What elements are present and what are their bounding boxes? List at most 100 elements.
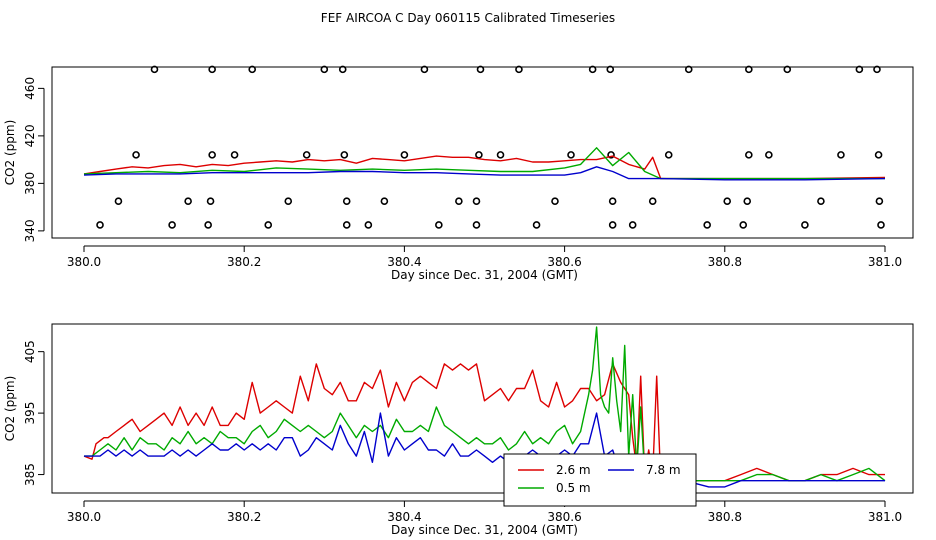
top-x-axis: 380.0 380.2 380.4 380.6 380.8 381.0 (67, 245, 902, 269)
x-tick-label: 380.6 (547, 255, 581, 269)
x-tick-label: 380.2 (227, 510, 261, 524)
calibration-point (380, 197, 389, 205)
calibration-point (364, 221, 373, 229)
calibration-point (532, 221, 541, 229)
calibration-point (817, 197, 825, 205)
calibration-point (551, 197, 559, 205)
calibration-point (400, 151, 409, 159)
calibration-point (877, 221, 885, 229)
top-y-axis: 340 380 420 460 (23, 77, 45, 242)
calibration-point (204, 221, 212, 229)
x-tick-label: 380.4 (387, 510, 421, 524)
bottom-plot-frame (51, 323, 914, 494)
x-tick-label: 381.0 (868, 255, 902, 269)
legend-label: 7.8 m (646, 463, 681, 477)
series-line-0-5-m (83, 147, 885, 180)
calibration-point (608, 221, 617, 229)
calibration-point (340, 151, 349, 159)
calibration-point (435, 221, 443, 229)
calibration-point (837, 151, 845, 159)
top-x-axis-label: Day since Dec. 31, 2004 (GMT) (391, 268, 578, 282)
x-tick-label: 380.6 (547, 510, 581, 524)
top-y-axis-label: CO2 (ppm) (3, 120, 17, 186)
x-tick-label: 380.0 (67, 255, 101, 269)
series-line-2-6-m (83, 155, 886, 180)
calibration-point (476, 65, 485, 74)
y-tick-label: 395 (23, 402, 37, 425)
x-tick-label: 381.0 (868, 510, 902, 524)
bottom-x-axis-label: Day since Dec. 31, 2004 (GMT) (391, 523, 578, 537)
legend-label: 0.5 m (556, 481, 591, 495)
calibration-point (648, 197, 657, 205)
calibration-point (567, 151, 575, 159)
calibration-point (475, 151, 483, 159)
y-tick-label: 460 (23, 77, 37, 100)
calibration-point (248, 65, 257, 74)
calibration-point (420, 65, 429, 74)
top-plot-frame (51, 66, 914, 239)
bottom-panel: 385 395 405 380.0 380.2 380.4 380.6 380.8 381.0… (3, 323, 914, 537)
calibration-point (455, 197, 463, 205)
calibration-point (745, 151, 753, 159)
y-tick-label: 340 (23, 219, 37, 242)
calibration-point (96, 221, 104, 229)
calibration-point (608, 197, 617, 205)
calibration-point (114, 197, 123, 205)
bottom-series-lines (83, 326, 886, 488)
y-tick-label: 405 (23, 340, 37, 363)
calibration-point (206, 197, 215, 205)
calibration-point (783, 65, 792, 74)
bottom-x-axis: 380.0 380.2 380.4 380.6 380.8 381.0 (67, 500, 902, 524)
x-tick-label: 380.0 (67, 510, 101, 524)
calibration-point (684, 65, 693, 74)
calibration-point (208, 151, 216, 159)
y-tick-label: 420 (23, 124, 37, 147)
calibration-point (745, 65, 753, 74)
top-calibration-markers (96, 65, 885, 229)
calibration-point (607, 151, 615, 159)
calibration-point (628, 221, 637, 229)
calibration-point (855, 65, 864, 74)
calibration-point (496, 151, 505, 159)
bottom-y-axis: 385 395 405 (23, 340, 45, 486)
top-series-lines (83, 147, 886, 181)
calibration-point (338, 65, 347, 74)
calibration-point (703, 221, 711, 229)
calibration-point (264, 221, 273, 229)
calibration-point (515, 65, 523, 74)
x-tick-label: 380.2 (227, 255, 261, 269)
calibration-point (664, 151, 673, 159)
legend-box (503, 453, 697, 507)
x-tick-label: 380.8 (708, 255, 742, 269)
series-line-7-8-m (83, 166, 886, 181)
calibration-point (765, 151, 773, 159)
calibration-point (132, 151, 140, 159)
calibration-point (302, 151, 311, 159)
calibration-point (168, 221, 176, 229)
calibration-point (588, 65, 597, 74)
legend-label: 2.6 m (556, 463, 591, 477)
calibration-point (342, 197, 351, 205)
legend: 2.6 m 0.5 m 7.8 m (503, 453, 697, 507)
calibration-point (472, 197, 481, 205)
calibration-point (606, 65, 615, 74)
calibration-point (208, 65, 216, 74)
calibration-point (184, 197, 192, 205)
y-tick-label: 380 (23, 172, 37, 195)
calibration-point (320, 65, 329, 74)
figure-title: FEF AIRCOA C Day 060115 Calibrated Times… (321, 11, 615, 25)
calibration-point (150, 65, 159, 74)
calibration-point (472, 221, 481, 229)
calibration-point (284, 197, 293, 205)
y-tick-label: 385 (23, 463, 37, 486)
calibration-point (342, 221, 351, 229)
calibration-point (874, 151, 883, 159)
calibration-point (873, 65, 881, 74)
calibration-point (739, 221, 748, 229)
calibration-point (230, 151, 239, 159)
bottom-y-axis-label: CO2 (ppm) (3, 376, 17, 442)
calibration-point (723, 197, 732, 205)
calibration-point (743, 197, 752, 205)
